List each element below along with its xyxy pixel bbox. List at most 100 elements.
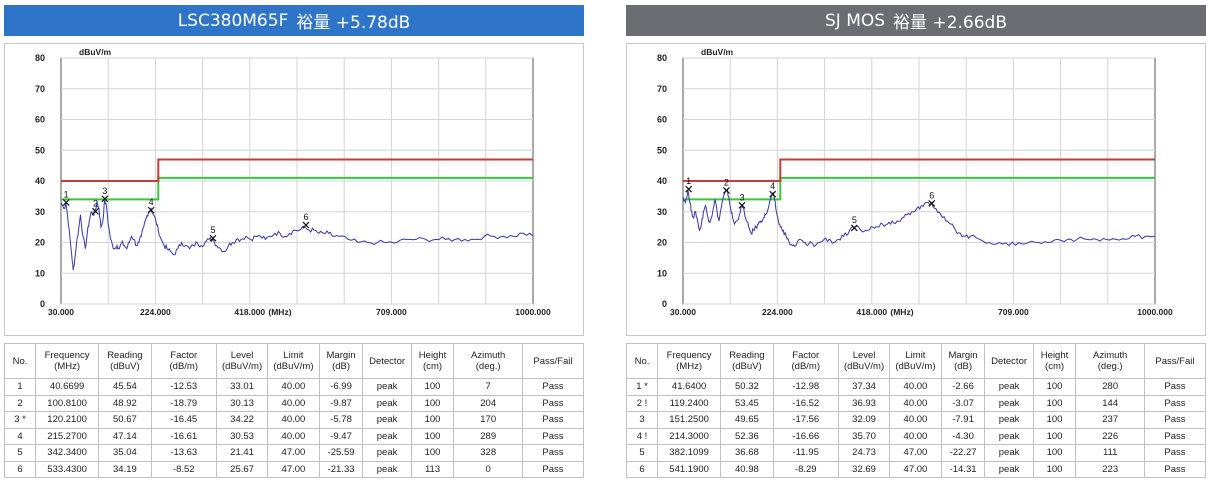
column-header: Limit (dBuV/m) — [267, 343, 320, 379]
table-cell: 100 — [1032, 427, 1077, 445]
table-cell: -18.79 — [150, 394, 217, 412]
table-cell: 35.70 — [837, 427, 891, 445]
column-header-text: Margin — [948, 350, 978, 361]
marker-label: 1 — [686, 176, 691, 186]
table-cell: 47.00 — [889, 444, 942, 462]
table-cell: 204 — [453, 394, 523, 412]
table-cell: 40.00 — [889, 427, 942, 445]
column-header-text: (MHz) — [676, 361, 703, 372]
peak-marker: 3 — [738, 192, 746, 209]
column-header-text: Frequency — [44, 350, 90, 361]
table-cell: 3 — [625, 411, 659, 429]
column-header: Detector — [362, 343, 412, 379]
column-header-text: Limit — [283, 350, 304, 361]
column-header-text: Height — [418, 350, 447, 361]
table-cell: 52.36 — [720, 427, 774, 445]
x-tick-label: 709.000 — [376, 307, 407, 317]
table-cell: -3.07 — [940, 394, 986, 412]
column-header-text: (dB/m) — [791, 361, 821, 372]
table-cell: 48.92 — [98, 394, 152, 412]
emi-panel-left: LSC380M65F 裕量 +5.78dB 0 10 20 30 40 50 60 70 80 3… — [3, 5, 585, 478]
y-tick-label: 80 — [35, 53, 45, 63]
column-header-text: Pass/Fail — [1155, 355, 1195, 367]
x-tick-label: 30.000 — [670, 307, 696, 317]
marker-cross — [850, 224, 858, 232]
table-cell: peak — [984, 394, 1034, 412]
table-cell: 280 — [1075, 378, 1145, 396]
peak-marker: 1 — [62, 189, 70, 206]
column-header-text: (MHz) — [54, 361, 81, 372]
emi-panel-right: SJ MOS 裕量 +2.66dB 0 10 20 30 40 50 60 70 80 30.00… — [625, 5, 1207, 478]
column-header-text: No. — [634, 355, 650, 367]
column-header: Factor (dB/m) — [150, 343, 217, 379]
y-tick-label: 0 — [40, 299, 45, 309]
device-title: SJ MOS — [824, 10, 886, 31]
marker-cross — [209, 234, 217, 242]
table-cell: Pass — [521, 460, 585, 478]
y-tick-label: 0 — [662, 299, 667, 309]
table-cell: 40.00 — [267, 378, 320, 396]
marker-label: 4 — [770, 181, 775, 191]
y-tick-label: 20 — [657, 238, 667, 248]
emission-chart: 0 10 20 30 40 50 60 70 80 30.000 224.000 418.000 709… — [626, 43, 1206, 336]
column-header-text: (cm) — [1045, 361, 1065, 372]
x-axis-label: (MHz) — [268, 307, 291, 317]
column-header-text: Frequency — [666, 350, 712, 361]
device-title: LSC380M65F — [177, 10, 289, 31]
column-header: Margin (dB) — [318, 343, 364, 379]
table-cell: 100 — [1032, 460, 1077, 478]
table-row: 4 215.2700 47.14 -16.61 30.53 40.00 -9.47 peak 1… — [3, 427, 585, 445]
marker-cross — [769, 190, 777, 198]
emission-trace — [682, 188, 1156, 248]
table-cell: 1 * — [625, 378, 659, 396]
x-tick-label: 224.000 — [140, 307, 171, 317]
table-cell: -16.45 — [150, 411, 217, 429]
column-header-text: (deg.) — [475, 361, 501, 372]
x-tick-label: 1000.000 — [515, 307, 551, 317]
y-tick-label: 60 — [35, 115, 45, 125]
table-cell: 3 * — [3, 411, 37, 429]
table-cell: 33.01 — [215, 378, 269, 396]
marker-cross — [147, 206, 155, 214]
table-cell: 120.2100 — [35, 411, 100, 429]
table-cell: 100 — [410, 444, 455, 462]
table-row: 3 151.2500 49.65 -17.56 32.09 40.00 -7.91 peak 1… — [625, 411, 1207, 429]
table-cell: 34.22 — [215, 411, 269, 429]
table-cell: 4 — [3, 427, 37, 445]
table-cell: -12.53 — [150, 378, 217, 396]
column-header-text: (deg.) — [1097, 361, 1123, 372]
column-header: No. — [3, 343, 37, 379]
table-cell: -16.52 — [772, 394, 839, 412]
table-cell: peak — [984, 427, 1034, 445]
column-header: Height (cm) — [1032, 343, 1077, 379]
column-header-text: No. — [12, 355, 28, 367]
table-cell: 49.65 — [720, 411, 774, 429]
margin-label: 裕量 +2.66dB — [893, 13, 1007, 33]
x-tick-label: 224.000 — [762, 307, 793, 317]
table-cell: 7 — [453, 378, 523, 396]
marker-label: 3 — [102, 186, 107, 196]
table-cell: 40.00 — [889, 394, 942, 412]
marker-label: 5 — [852, 215, 857, 225]
column-header-text: (dBuV/m) — [273, 361, 314, 372]
table-cell: 328 — [453, 444, 523, 462]
y-tick-label: 20 — [35, 238, 45, 248]
table-cell: Pass — [1143, 378, 1207, 396]
table-cell: 24.73 — [837, 444, 891, 462]
x-tick-label: 1000.000 — [1137, 307, 1173, 317]
table-cell: 25.67 — [215, 460, 269, 478]
table-cell: -4.30 — [940, 427, 986, 445]
table-header-row: No. Frequency (MHz) Reading (dBuV) Factor (dB/… — [3, 343, 585, 379]
column-header: Azimuth (deg.) — [453, 343, 523, 379]
table-cell: 6 — [3, 460, 37, 478]
table-cell: 100 — [410, 411, 455, 429]
table-cell: 47.00 — [889, 460, 942, 478]
measurement-table: No. Frequency (MHz) Reading (dBuV) Factor (dB/… — [625, 343, 1207, 478]
table-cell: Pass — [521, 444, 585, 462]
column-header: Factor (dB/m) — [772, 343, 839, 379]
table-cell: peak — [984, 378, 1034, 396]
table-cell: Pass — [521, 411, 585, 429]
column-header-text: Azimuth — [471, 350, 506, 361]
column-header: Detector — [984, 343, 1034, 379]
table-cell: 34.19 — [98, 460, 152, 478]
